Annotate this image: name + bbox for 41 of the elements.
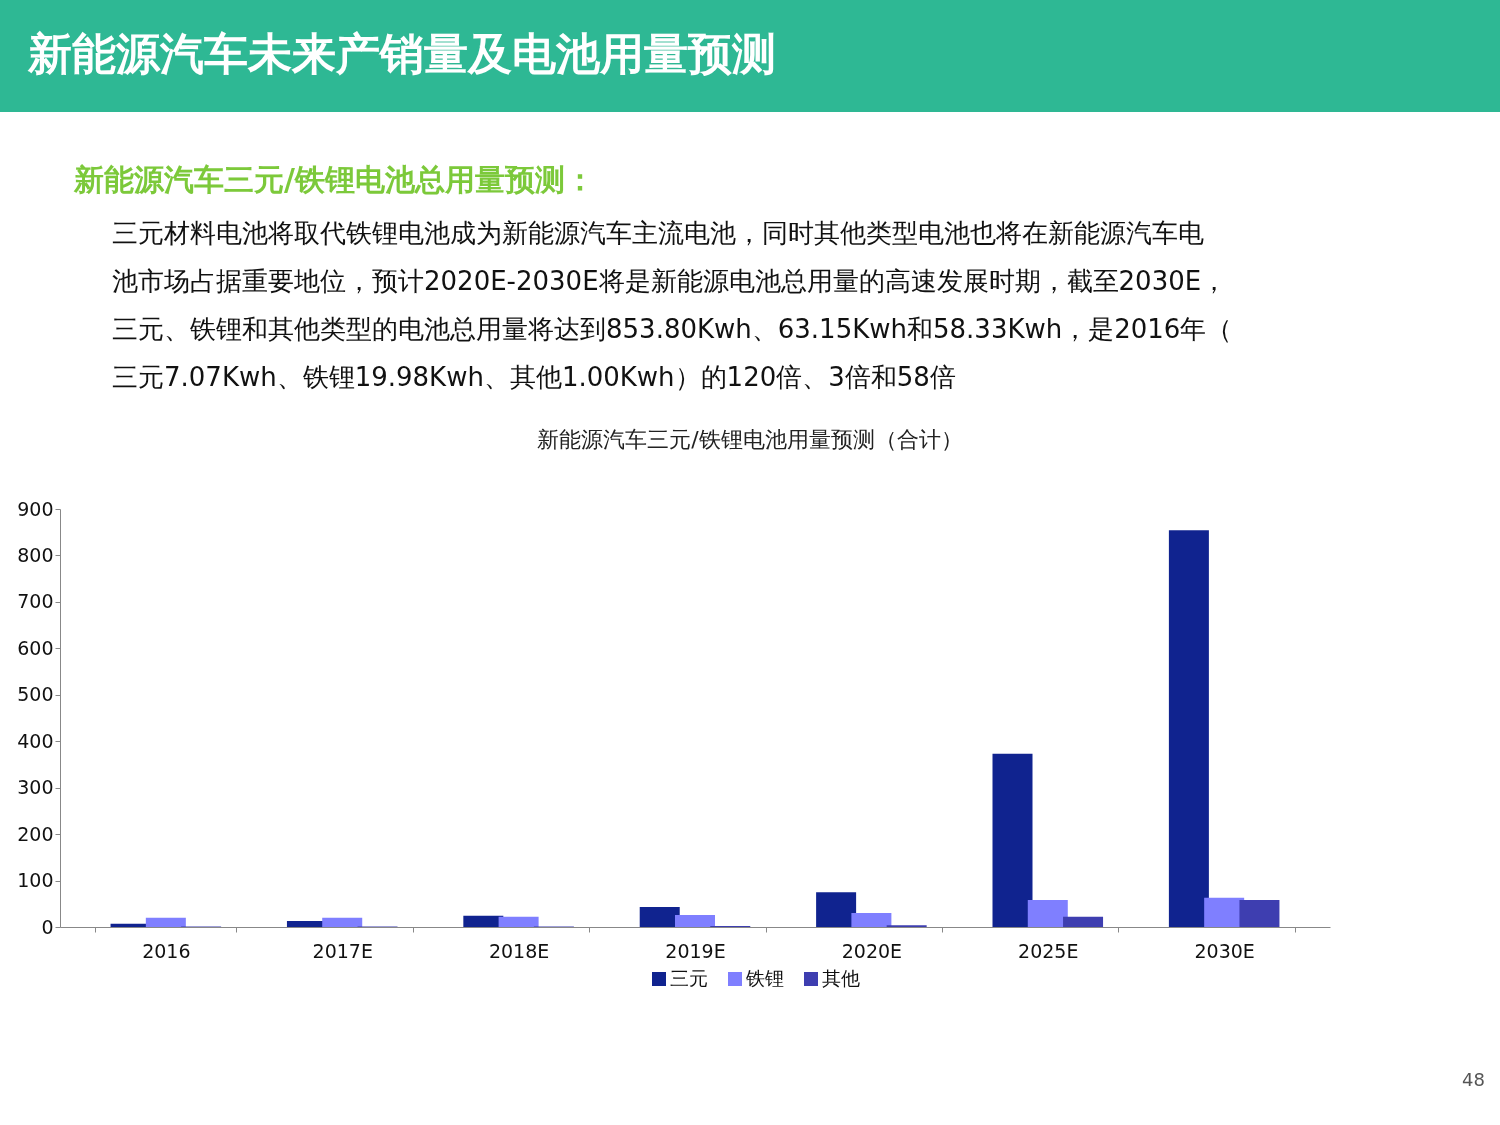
- bar: [1027, 900, 1068, 927]
- legend-label: 铁锂: [745, 967, 784, 989]
- text: 三元、铁锂和其他类型的电池总用量将达到853.80Kwh、63.15Kwh和58.33Kwh，是2016年（: [112, 314, 1233, 344]
- bar: [463, 915, 504, 927]
- bar: [498, 916, 539, 927]
- bar: [851, 913, 892, 927]
- y-tick-label: 500: [17, 683, 54, 706]
- text: 池市场占据重要地位，预计2020E-2030E将是新能源电池总用量的高速发展时期，截至2030E，: [112, 266, 1228, 296]
- x-tick-label: 2030E: [1194, 939, 1255, 962]
- bar: [816, 892, 857, 927]
- bar: [322, 917, 363, 927]
- bar: [1239, 900, 1280, 927]
- legend-label: 其他: [822, 967, 860, 989]
- text: 三元7.07Kwh、铁锂19.98Kwh、其他1.00Kwh）的120倍、3倍和58倍: [112, 362, 956, 392]
- bar: [145, 917, 186, 927]
- bar: [675, 914, 715, 927]
- y-tick-label: 900: [17, 497, 54, 520]
- bar: [1168, 530, 1209, 927]
- text: 48: [1462, 1069, 1485, 1090]
- bar: [639, 907, 680, 927]
- text: 新能源汽车三元/铁锂电池总用量预测：: [73, 162, 595, 197]
- bar: [1063, 916, 1104, 927]
- y-tick-label: 200: [17, 822, 54, 845]
- x-tick-label: 2018E: [488, 939, 550, 962]
- x-tick-label: 2019E: [665, 939, 726, 962]
- x-tick-label: 2017E: [312, 939, 373, 962]
- y-tick-label: 400: [17, 729, 54, 752]
- bar: [992, 753, 1033, 927]
- text: 新能源汽车未来产销量及电池用量预测: [27, 28, 776, 79]
- y-tick-label: 300: [17, 776, 54, 799]
- chart-title: 新能源汽车三元/铁锂电池用量预测（合计）: [537, 427, 963, 452]
- y-tick-label: 800: [17, 543, 54, 566]
- legend-label: 三元: [670, 967, 708, 989]
- x-tick-label: 2025E: [1018, 939, 1079, 962]
- y-tick-label: 700: [17, 590, 54, 613]
- x-tick-label: 2020E: [841, 939, 903, 962]
- y-tick-label: 600: [17, 636, 54, 659]
- x-tick-label: 2016: [142, 939, 191, 962]
- text: 三元材料电池将取代铁锂电池成为新能源汽车主流电池，同时其他类型电池也将在新能源汽车电: [112, 218, 1204, 248]
- y-tick-label: 100: [17, 869, 54, 892]
- y-tick-label: 0: [41, 915, 54, 938]
